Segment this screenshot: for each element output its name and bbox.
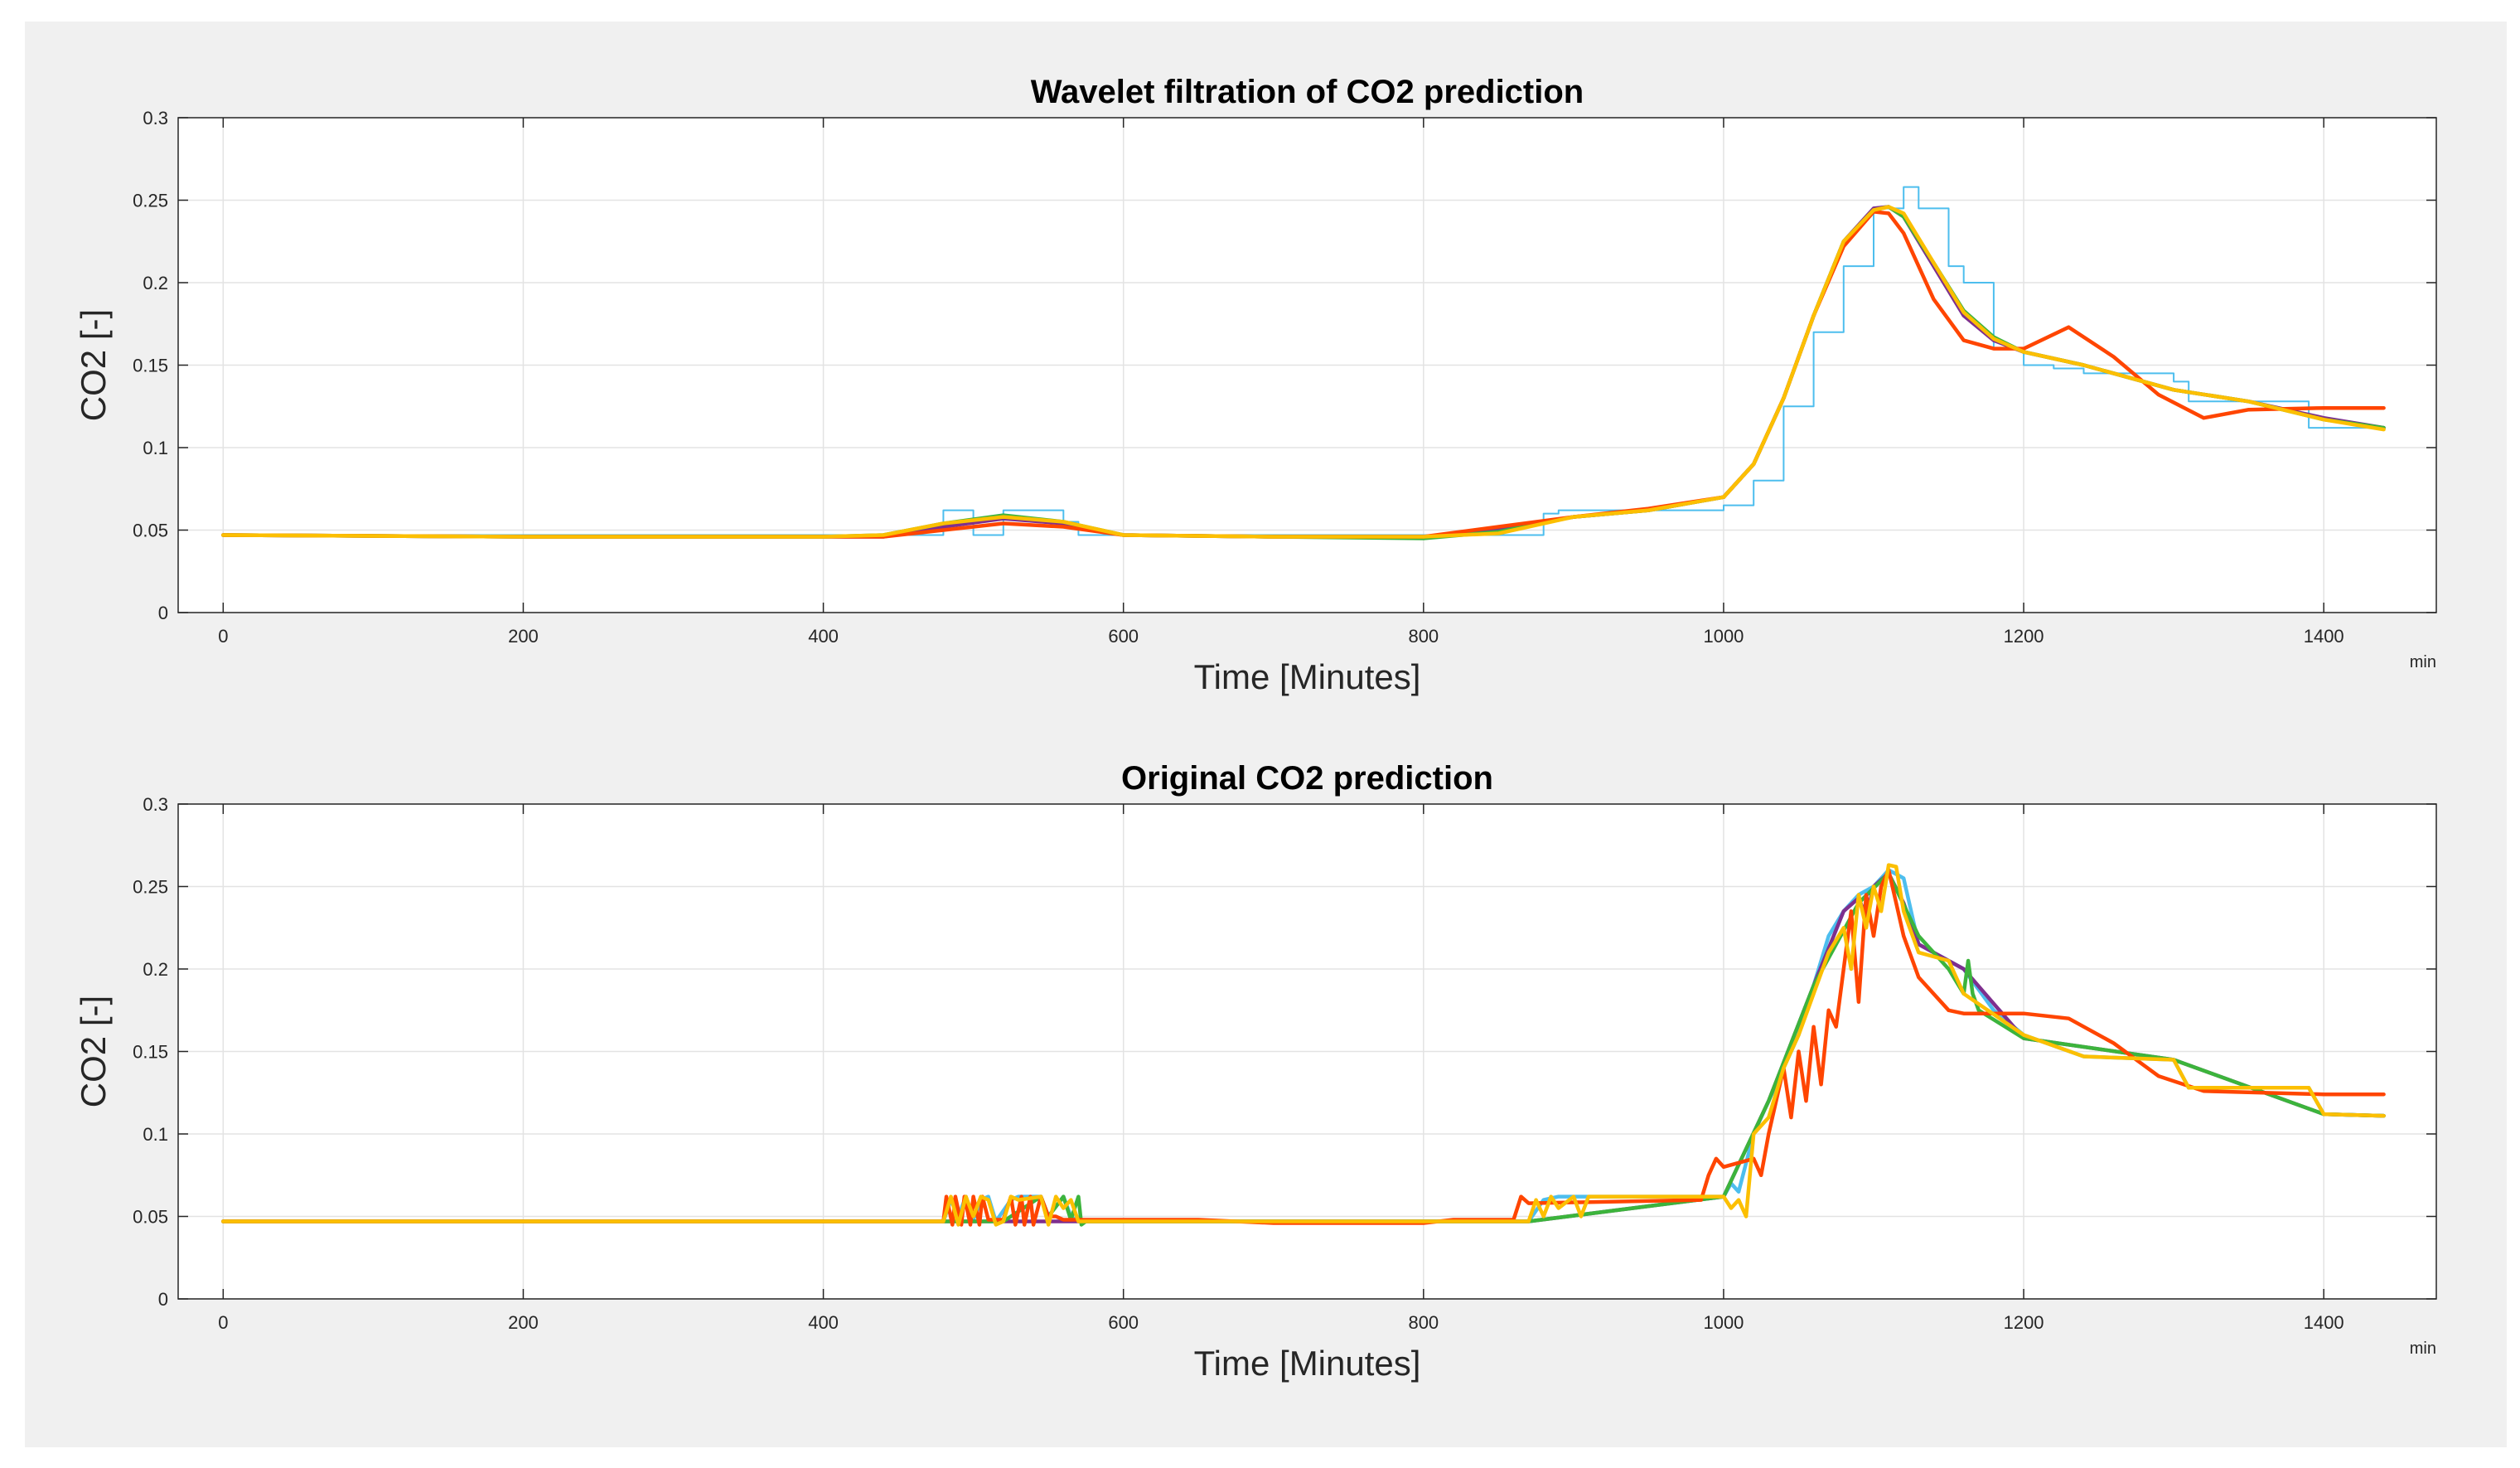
x-tick-label: 600 (1108, 626, 1139, 647)
y-tick-label: 0 (158, 603, 168, 623)
y-tick-label: 0.25 (133, 191, 168, 211)
y-tick-label: 0.3 (143, 108, 168, 128)
x-tick-label: 800 (1408, 1312, 1439, 1333)
series-line-1 (222, 186, 2385, 536)
x-axis-label: Time [Minutes] (1194, 1344, 1421, 1383)
series-line-4 (221, 868, 2386, 1227)
y-tick-label: 0.15 (133, 1042, 168, 1063)
x-tick-label: 1000 (1703, 626, 1744, 647)
y-tick-label: 0.15 (133, 356, 168, 376)
x-tick-label: 400 (808, 1312, 839, 1333)
x-tick-label: 800 (1408, 626, 1439, 647)
y-axis-label: CO2 [-] (74, 309, 113, 421)
y-tick-label: 0.05 (133, 521, 168, 541)
y-tick-label: 0.1 (143, 438, 168, 458)
x-tick-label: 1400 (2304, 1312, 2344, 1333)
chart-2: 0 200 400 600 800 1000 1200 1400 0 0.05 0.1 0.15 0.2… (74, 760, 2437, 1383)
x-axis-unit: min (2410, 1340, 2436, 1358)
x-tick-label: 200 (508, 626, 539, 647)
y-tick-label: 0.2 (143, 273, 168, 293)
x-tick-label: 1200 (2004, 626, 2044, 647)
x-tick-label: 1400 (2304, 626, 2344, 647)
series-line-5 (221, 205, 2386, 539)
y-tick-label: 0.05 (133, 1207, 168, 1228)
chart-title: Wavelet filtration of CO2 prediction (1031, 74, 1584, 110)
figure-canvas: 0 200 400 600 800 1000 1200 1400 0 0.05 0.1 0.15 0.2… (25, 22, 2507, 1447)
figure-svg: 0 200 400 600 800 1000 1200 1400 0 0.05 0.1 0.15 0.2… (74, 74, 2437, 1383)
x-tick-label: 1000 (1703, 1312, 1744, 1333)
x-axis-unit: min (2410, 653, 2436, 671)
x-tick-label: 0 (218, 626, 228, 647)
series-group (221, 186, 2386, 540)
x-tick-label: 400 (808, 626, 839, 647)
series-group (221, 863, 2386, 1227)
series-line-5 (221, 863, 2386, 1227)
chart-title: Original CO2 prediction (1121, 760, 1493, 797)
y-tick-label: 0.3 (143, 794, 168, 815)
x-tick-label: 200 (508, 1312, 539, 1333)
y-tick-label: 0.1 (143, 1124, 168, 1145)
x-axis-label: Time [Minutes] (1194, 657, 1421, 696)
y-tick-label: 0.2 (143, 959, 168, 980)
y-axis-label: CO2 [-] (74, 996, 113, 1107)
x-tick-label: 0 (218, 1312, 228, 1333)
x-tick-label: 600 (1108, 1312, 1139, 1333)
y-tick-label: 0 (158, 1289, 168, 1310)
x-tick-label: 1200 (2004, 1312, 2044, 1333)
y-tick-label: 0.25 (133, 877, 168, 898)
chart-1: 0 200 400 600 800 1000 1200 1400 0 0.05 0.1 0.15 0.2… (74, 74, 2437, 696)
